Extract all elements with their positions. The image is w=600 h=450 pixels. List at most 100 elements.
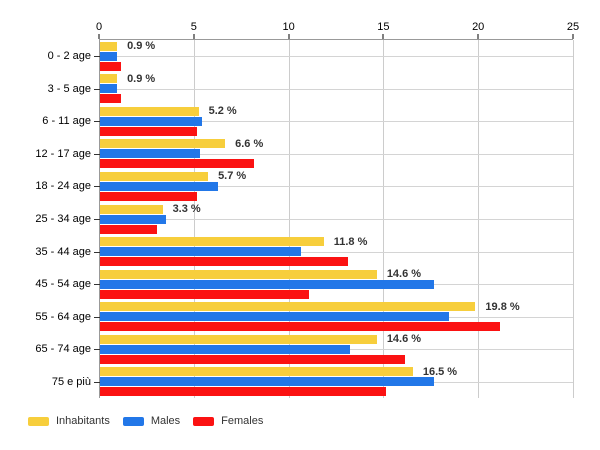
x-axis-tick-mark	[477, 34, 479, 39]
y-axis-tick-mark	[94, 88, 100, 90]
bar-group: 14.6 %	[100, 268, 573, 301]
legend-label: Females	[221, 415, 264, 427]
bar-inhabitants[interactable]: 0.9 %	[100, 73, 155, 85]
bar-males[interactable]	[100, 312, 449, 322]
legend-label: Inhabitants	[56, 415, 110, 427]
bar-group: 0.9 %	[100, 40, 573, 73]
category-row: 12 - 17 age 6.6 %	[35, 138, 573, 171]
bar-males[interactable]	[100, 247, 301, 257]
bar-value-label: 3.3 %	[172, 203, 201, 215]
x-axis: 0 5 10 15 20 25	[96, 0, 579, 39]
category-gridline	[100, 88, 573, 90]
x-axis-tick-label: 15	[377, 21, 390, 33]
bar-inhabitants[interactable]: 14.6 %	[100, 268, 421, 280]
bar-inhabitants[interactable]: 19.8 %	[100, 301, 520, 313]
bar-value-label: 5.2 %	[208, 105, 237, 118]
x-axis-tick-mark	[382, 34, 384, 39]
y-axis-tick-mark	[94, 284, 100, 286]
bar-inhabitants[interactable]: 5.7 %	[100, 170, 246, 182]
category-gridline	[100, 153, 573, 155]
bar-females[interactable]	[100, 126, 197, 136]
category-label: 12 - 17 age	[35, 147, 91, 160]
category-label: 18 - 24 age	[35, 180, 91, 193]
y-axis-tick-mark	[94, 251, 100, 253]
legend-swatch	[28, 416, 49, 426]
legend-swatch	[122, 416, 144, 426]
category-row: 3 - 5 age 0.9 %	[48, 73, 573, 106]
plot-rows: 0 - 2 age 0.9 % 3 - 5 age 0.9 % 6 - 11 age 5.…	[35, 40, 573, 398]
bar-inhabitants[interactable]: 14.6 %	[100, 333, 421, 345]
bar-group: 16.5 %	[100, 365, 573, 398]
category-label: 0 - 2 age	[47, 50, 91, 63]
x-axis-tick-mark	[288, 34, 290, 39]
x-axis-tick-label: 10	[282, 21, 295, 33]
bar-females[interactable]	[100, 191, 197, 201]
bar-group: 14.6 %	[100, 333, 573, 366]
bar-inhabitants[interactable]: 0.9 %	[100, 40, 155, 52]
bar-group: 5.7 %	[100, 170, 573, 203]
vertical-gridline	[573, 40, 574, 398]
x-axis-tick-label: 20	[472, 21, 485, 33]
category-gridline	[100, 219, 573, 220]
y-axis-tick-mark	[94, 316, 100, 318]
bar-females[interactable]	[100, 322, 501, 332]
bar-group: 6.6 %	[100, 138, 573, 171]
bar-value-label: 19.8 %	[485, 300, 520, 313]
category-label: 6 - 11 age	[42, 115, 91, 128]
bar-group: 5.2 %	[100, 105, 573, 138]
bar-group: 19.8 %	[100, 300, 573, 333]
y-axis-tick-mark	[94, 381, 100, 383]
category-label: 65 - 74 age	[35, 343, 91, 356]
y-axis-tick-mark	[94, 186, 100, 188]
bar-females[interactable]	[100, 224, 157, 234]
category-row: 45 - 54 age 14.6 %	[35, 268, 573, 301]
y-axis-tick-mark	[94, 121, 100, 123]
bar-value-label: 6.6 %	[235, 137, 264, 150]
bar-inhabitants[interactable]: 5.2 %	[100, 105, 237, 117]
bar-females[interactable]	[100, 159, 254, 169]
bar-females[interactable]	[100, 354, 406, 364]
x-axis-tick-mark	[193, 34, 195, 39]
bar-males[interactable]	[100, 344, 351, 354]
y-axis-tick-mark	[94, 153, 100, 155]
category-row: 18 - 24 age 5.7 %	[35, 170, 573, 203]
category-gridline	[100, 121, 573, 123]
legend: Inhabitants Males Females	[28, 415, 263, 427]
bar-males[interactable]	[100, 51, 118, 61]
bar-females[interactable]	[100, 94, 121, 104]
bar-males[interactable]	[100, 181, 218, 191]
category-label: 45 - 54 age	[35, 278, 91, 291]
bar-value-label: 11.8 %	[333, 235, 368, 248]
y-axis-tick-mark	[94, 219, 100, 220]
category-label: 55 - 64 age	[35, 310, 91, 323]
category-label: 25 - 34 age	[35, 213, 91, 225]
x-axis-tick-label: 25	[566, 21, 580, 33]
x-axis-tick-mark	[572, 34, 574, 39]
category-row: 65 - 74 age 14.6 %	[35, 333, 573, 366]
legend-item-females[interactable]: Females	[193, 415, 263, 427]
bar-males[interactable]	[100, 149, 201, 159]
bar-females[interactable]	[100, 289, 309, 299]
bar-males[interactable]	[100, 377, 434, 387]
bar-females[interactable]	[100, 387, 387, 397]
bar-females[interactable]	[100, 257, 349, 267]
bar-males[interactable]	[100, 214, 167, 224]
bar-inhabitants[interactable]: 6.6 %	[100, 138, 263, 150]
legend-item-inhabitants[interactable]: Inhabitants	[28, 415, 110, 427]
bar-females[interactable]	[100, 61, 121, 71]
bar-inhabitants[interactable]: 3.3 %	[100, 203, 201, 215]
bar-inhabitants[interactable]: 16.5 %	[100, 366, 457, 378]
bar-males[interactable]	[100, 279, 434, 289]
bar-males[interactable]	[100, 84, 118, 94]
category-row: 75 e più 16.5 %	[52, 365, 573, 398]
category-row: 25 - 34 age 3.3 %	[35, 203, 573, 236]
x-axis-tick-mark	[98, 34, 100, 39]
bar-value-label: 0.9 %	[127, 72, 156, 85]
bar-group: 11.8 %	[100, 235, 573, 268]
bar-inhabitants[interactable]: 11.8 %	[100, 236, 367, 248]
x-axis-tick-label: 5	[190, 21, 197, 33]
category-label: 75 e più	[51, 375, 91, 388]
category-row: 55 - 64 age 19.8 %	[35, 300, 573, 333]
legend-item-males[interactable]: Males	[122, 415, 180, 427]
bar-males[interactable]	[100, 116, 203, 126]
